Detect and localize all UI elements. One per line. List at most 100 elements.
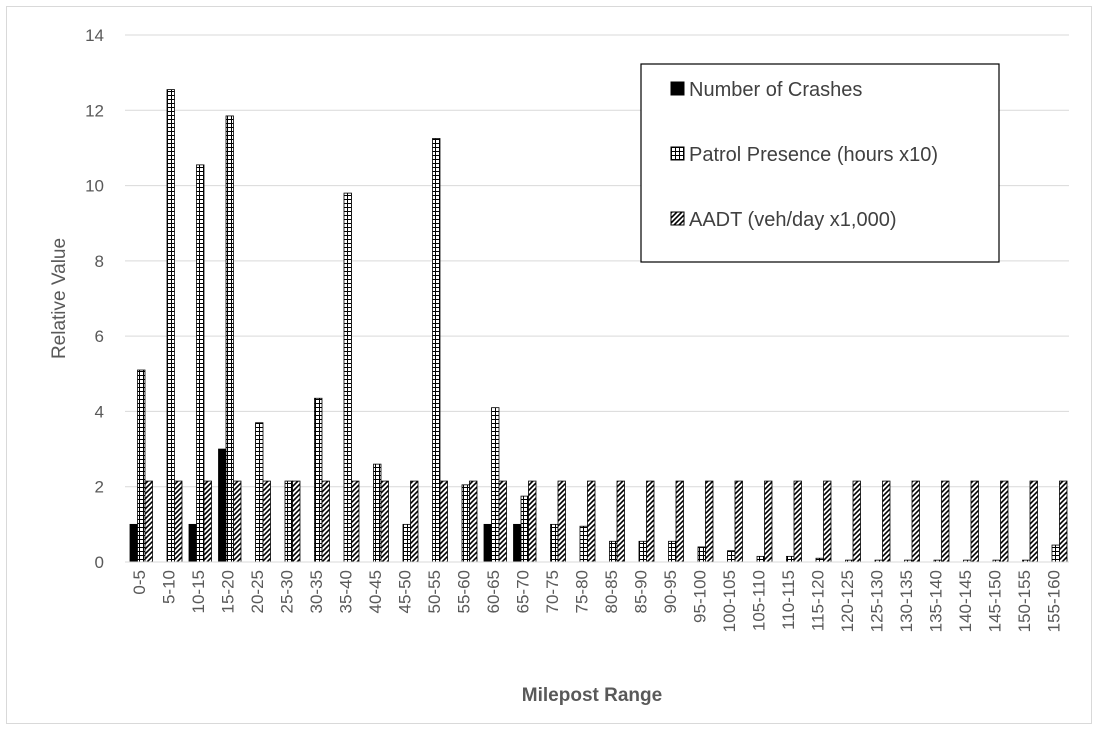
y-tick-label: 4 <box>95 402 104 421</box>
bar-patrol-presence <box>609 540 618 563</box>
bar-patrol-presence <box>815 557 824 563</box>
bar-aadt <box>705 480 714 563</box>
bar-patrol-presence <box>432 138 441 563</box>
bar-patrol-presence <box>373 463 382 563</box>
bar-patrol-presence <box>697 546 706 563</box>
x-tick-label: 140-145 <box>956 570 975 632</box>
bar-patrol-presence <box>166 89 175 563</box>
bar-aadt <box>793 480 802 563</box>
bar-aadt <box>174 480 183 563</box>
y-tick-label: 12 <box>85 101 104 120</box>
bar-patrol-presence <box>638 540 647 563</box>
bar-aadt <box>262 480 271 563</box>
bar-aadt <box>616 480 625 563</box>
x-axis-ticks: 0-5 5-10 10-15 15-20 20-25 25-30 30-35 35-40 40-… <box>130 570 1064 632</box>
bar-patrol-presence <box>520 495 529 563</box>
bar-aadt <box>852 480 861 563</box>
gridlines <box>125 34 1069 488</box>
x-tick-label: 105-110 <box>749 570 768 631</box>
x-tick-label: 40-45 <box>366 570 385 613</box>
bar-aadt <box>764 480 773 563</box>
x-tick-label: 115-120 <box>808 570 827 631</box>
bar-patrol-presence <box>343 192 352 563</box>
bars <box>129 89 1068 563</box>
x-tick-label: 50-55 <box>425 570 444 613</box>
x-tick-label: 15-20 <box>218 570 237 613</box>
x-tick-label: 85-90 <box>631 570 650 613</box>
x-tick-label: 65-70 <box>513 570 532 613</box>
bar-patrol-presence <box>550 523 559 563</box>
bar-aadt <box>410 480 419 563</box>
bar-crashes <box>188 523 197 563</box>
x-tick-label: 120-125 <box>838 570 857 632</box>
y-tick-label: 14 <box>85 26 104 45</box>
legend-box <box>640 63 1000 263</box>
bar-aadt <box>882 480 891 563</box>
chart-frame: 0 2 4 6 8 10 12 14 0-5 5-10 10-15 15-20 20-25 25-30 3… <box>6 6 1092 724</box>
bar-aadt <box>823 480 832 563</box>
x-tick-label: 35-40 <box>336 570 355 613</box>
x-tick-label: 20-25 <box>248 570 267 613</box>
x-tick-label: 95-100 <box>690 570 709 623</box>
x-tick-label: 5-10 <box>159 570 178 604</box>
x-tick-label: 0-5 <box>130 570 149 595</box>
x-tick-label: 80-85 <box>602 570 621 613</box>
y-tick-label: 6 <box>95 327 104 346</box>
legend-swatch <box>670 146 685 161</box>
bar-patrol-presence <box>756 555 765 563</box>
bar-crashes <box>129 523 138 563</box>
bar-aadt <box>941 480 950 563</box>
legend-label: AADT (veh/day x1,000) <box>689 209 897 231</box>
bar-patrol-presence <box>402 523 411 563</box>
x-tick-label: 45-50 <box>395 570 414 613</box>
bar-crashes <box>218 448 227 563</box>
bar-patrol-presence <box>196 164 205 563</box>
bar-aadt <box>646 480 655 563</box>
bar-aadt <box>469 480 478 563</box>
x-tick-label: 110-115 <box>779 570 798 630</box>
x-tick-label: 150-155 <box>1015 570 1034 632</box>
y-tick-label: 0 <box>95 553 104 572</box>
bar-patrol-presence <box>727 550 736 563</box>
x-tick-label: 25-30 <box>277 570 296 613</box>
bar-patrol-presence <box>225 115 234 563</box>
bar-patrol-presence <box>786 555 795 563</box>
bar-crashes <box>483 523 492 563</box>
bar-patrol-presence <box>668 540 677 563</box>
bar-crashes <box>513 523 522 563</box>
bar-patrol-presence <box>579 525 588 563</box>
legend-label: Patrol Presence (hours x10) <box>689 144 938 166</box>
bar-patrol-presence <box>314 397 323 563</box>
bar-aadt <box>203 480 212 563</box>
bar-aadt <box>233 480 242 563</box>
legend: Number of Crashes Patrol Presence (hours … <box>640 63 1000 263</box>
x-tick-label: 100-105 <box>720 570 739 632</box>
bar-aadt <box>675 480 684 563</box>
bar-chart: 0 2 4 6 8 10 12 14 0-5 5-10 10-15 15-20 20-25 25-30 3… <box>49 26 1069 706</box>
x-tick-label: 10-15 <box>189 570 208 613</box>
bar-aadt <box>292 480 301 563</box>
x-tick-label: 70-75 <box>543 570 562 613</box>
legend-swatch <box>670 211 685 226</box>
bar-patrol-presence <box>255 422 264 563</box>
bar-aadt <box>970 480 979 563</box>
bar-patrol-presence <box>284 480 293 563</box>
y-tick-label: 8 <box>95 252 104 271</box>
bar-aadt <box>498 480 507 563</box>
x-tick-label: 125-130 <box>867 570 886 632</box>
x-tick-label: 130-135 <box>897 570 916 632</box>
bar-aadt <box>144 480 153 563</box>
bar-aadt <box>1059 480 1068 563</box>
x-tick-label: 55-60 <box>454 570 473 613</box>
x-axis-title: Milepost Range <box>522 685 662 706</box>
bar-patrol-presence <box>137 369 146 563</box>
legend-swatch <box>670 81 685 96</box>
bar-aadt <box>528 480 537 563</box>
bar-aadt <box>439 480 448 563</box>
x-tick-label: 60-65 <box>484 570 503 613</box>
bar-aadt <box>321 480 330 563</box>
bar-patrol-presence <box>491 407 500 563</box>
bar-aadt <box>351 480 360 563</box>
y-tick-label: 10 <box>85 177 104 196</box>
x-tick-label: 90-95 <box>661 570 680 613</box>
